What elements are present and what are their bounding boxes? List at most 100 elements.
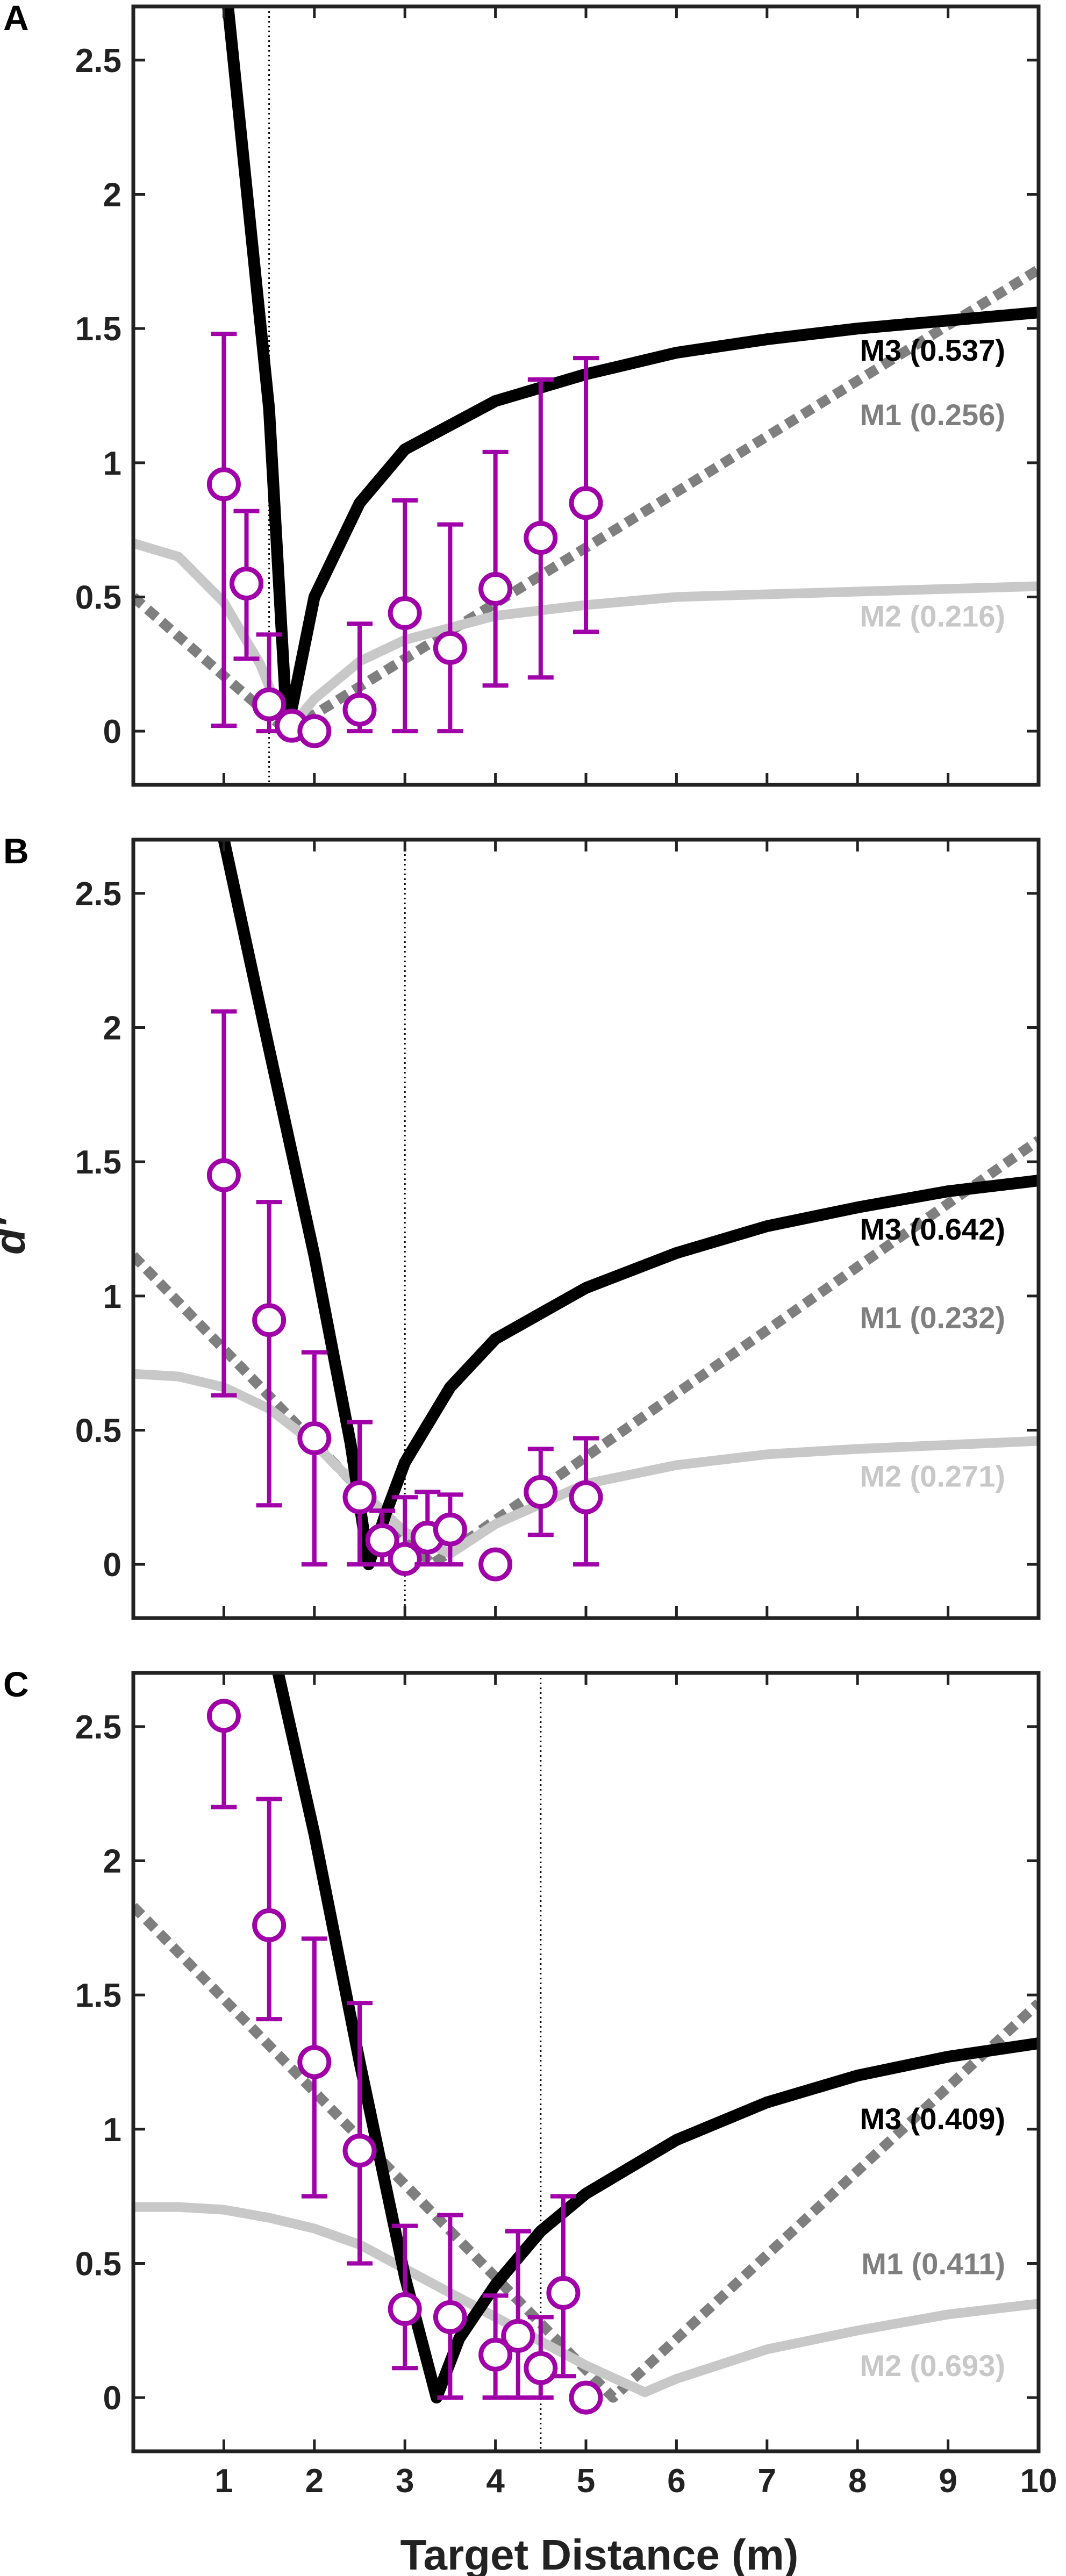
panel-letter: B (3, 831, 29, 871)
data-marker (388, 1542, 422, 1576)
series-label-m3: M3 (0.537) (860, 333, 1005, 367)
data-marker (206, 1158, 241, 1192)
plot-area (133, 1673, 1039, 2404)
data-marker (342, 1480, 377, 1514)
y-tick-label: 0.5 (75, 1412, 121, 1449)
data-point (297, 1350, 332, 1567)
y-tick-label: 1.5 (75, 311, 121, 348)
data-marker (297, 1421, 332, 1455)
data-point (206, 332, 241, 728)
data-point (342, 2001, 377, 2266)
data-point (569, 1436, 603, 1567)
y-tick-label: 1.5 (75, 1977, 121, 2014)
data-marker (297, 714, 332, 748)
series-line-m2 (133, 538, 1039, 736)
data-marker (297, 2045, 332, 2079)
data-marker (569, 1480, 603, 1514)
data-marker (569, 486, 603, 520)
x-tick-label: 3 (396, 2463, 414, 2500)
data-point (388, 498, 422, 734)
data-marker (230, 567, 263, 601)
panel-letter: C (3, 1664, 29, 1704)
series-line-m3 (218, 840, 1039, 1571)
data-point (252, 1797, 287, 2022)
data-marker (206, 467, 241, 502)
y-tick-label: 0.5 (75, 2245, 121, 2282)
data-point (433, 2213, 467, 2400)
y-tick-label: 0 (103, 1547, 121, 1584)
chart-panel-b: B M3 (0.642) M1 (0.232) M2 (0.271) 0 0.5 1 1.5 2… (3, 831, 1041, 1620)
data-marker (433, 1512, 467, 1547)
data-point (433, 1492, 467, 1567)
y-tick-label: 2 (103, 1010, 121, 1047)
x-tick-label: 7 (758, 2463, 776, 2500)
x-tick-label: 1 (214, 2463, 233, 2500)
x-tick-label: 2 (305, 2463, 324, 2500)
data-marker (546, 2276, 581, 2310)
y-tick-label: 2 (103, 177, 121, 214)
data-point (342, 1420, 377, 1567)
data-marker (365, 1523, 399, 1557)
series-label-m3: M3 (0.642) (860, 1212, 1005, 1246)
chart-panel-a: A M3 (0.537) M1 (0.256) M2 (0.216) 0 0.5 1 1.5 2… (3, 0, 1041, 787)
data-marker (206, 1699, 241, 1733)
y-tick-label: 1 (103, 1278, 121, 1315)
data-point (546, 2194, 581, 2379)
x-tick-label: 4 (486, 2463, 505, 2500)
series-label-m1: M1 (0.232) (860, 1301, 1005, 1335)
data-point (230, 509, 263, 661)
x-tick-label: 10 (1020, 2463, 1057, 2500)
panels: A M3 (0.537) M1 (0.256) M2 (0.216) 0 0.5 1 1.5 2… (3, 0, 1057, 2500)
y-tick-label: 0.5 (75, 579, 121, 616)
data-marker (433, 631, 467, 665)
series-label-m2: M2 (0.693) (860, 2349, 1005, 2382)
data-point (478, 449, 513, 688)
chart-panel-c: C M3 (0.409) M1 (0.411) M2 (0.693) 0 0.5 1 1.5 2… (3, 1664, 1057, 2500)
x-tick-label: 6 (667, 2463, 685, 2500)
data-marker (342, 2134, 377, 2168)
data-marker (388, 2292, 422, 2326)
data-point (478, 2293, 513, 2400)
y-tick-label: 2.5 (75, 42, 121, 80)
x-tick-label: 8 (848, 2463, 867, 2500)
data-marker (478, 572, 513, 606)
x-tick-label: 5 (577, 2463, 595, 2500)
data-marker (252, 1303, 287, 1337)
data-point (388, 1495, 422, 1576)
panel-letter: A (3, 0, 29, 38)
data-point (388, 2223, 422, 2371)
data-point (252, 632, 287, 734)
data-point (524, 1447, 558, 1537)
data-marker (478, 1547, 513, 1582)
data-point (206, 1699, 241, 1809)
data-marker (252, 1908, 287, 1942)
data-marker (433, 2300, 467, 2334)
data-marker (524, 1475, 558, 1509)
data-point (252, 1200, 287, 1508)
series-label-m1: M1 (0.411) (861, 2246, 1005, 2280)
data-marker (342, 692, 377, 727)
data-marker (524, 2351, 558, 2385)
data-point (569, 356, 603, 634)
x-tick-label: 9 (939, 2463, 957, 2500)
series-label-m1: M1 (0.256) (860, 398, 1005, 432)
y-tick-label: 0 (103, 2380, 121, 2417)
data-point (206, 1009, 241, 1398)
data-marker (478, 2337, 513, 2372)
series-line-m3 (272, 1673, 1039, 2404)
data-point (297, 714, 332, 748)
y-tick-label: 2 (103, 1843, 121, 1880)
data-point (342, 621, 377, 734)
y-tick-label: 1 (103, 445, 121, 482)
series-label-m2: M2 (0.271) (860, 1459, 1005, 1493)
series-label-m2: M2 (0.216) (860, 599, 1005, 633)
data-point (569, 2380, 603, 2415)
series-line-m1 (133, 265, 1039, 736)
y-tick-label: 2.5 (75, 876, 121, 913)
x-axis-title: Target Distance (m) (400, 2531, 799, 2576)
data-marker (569, 2380, 603, 2415)
data-marker (501, 2319, 535, 2353)
y-tick-label: 1.5 (75, 1144, 121, 1181)
data-point (524, 2315, 558, 2400)
